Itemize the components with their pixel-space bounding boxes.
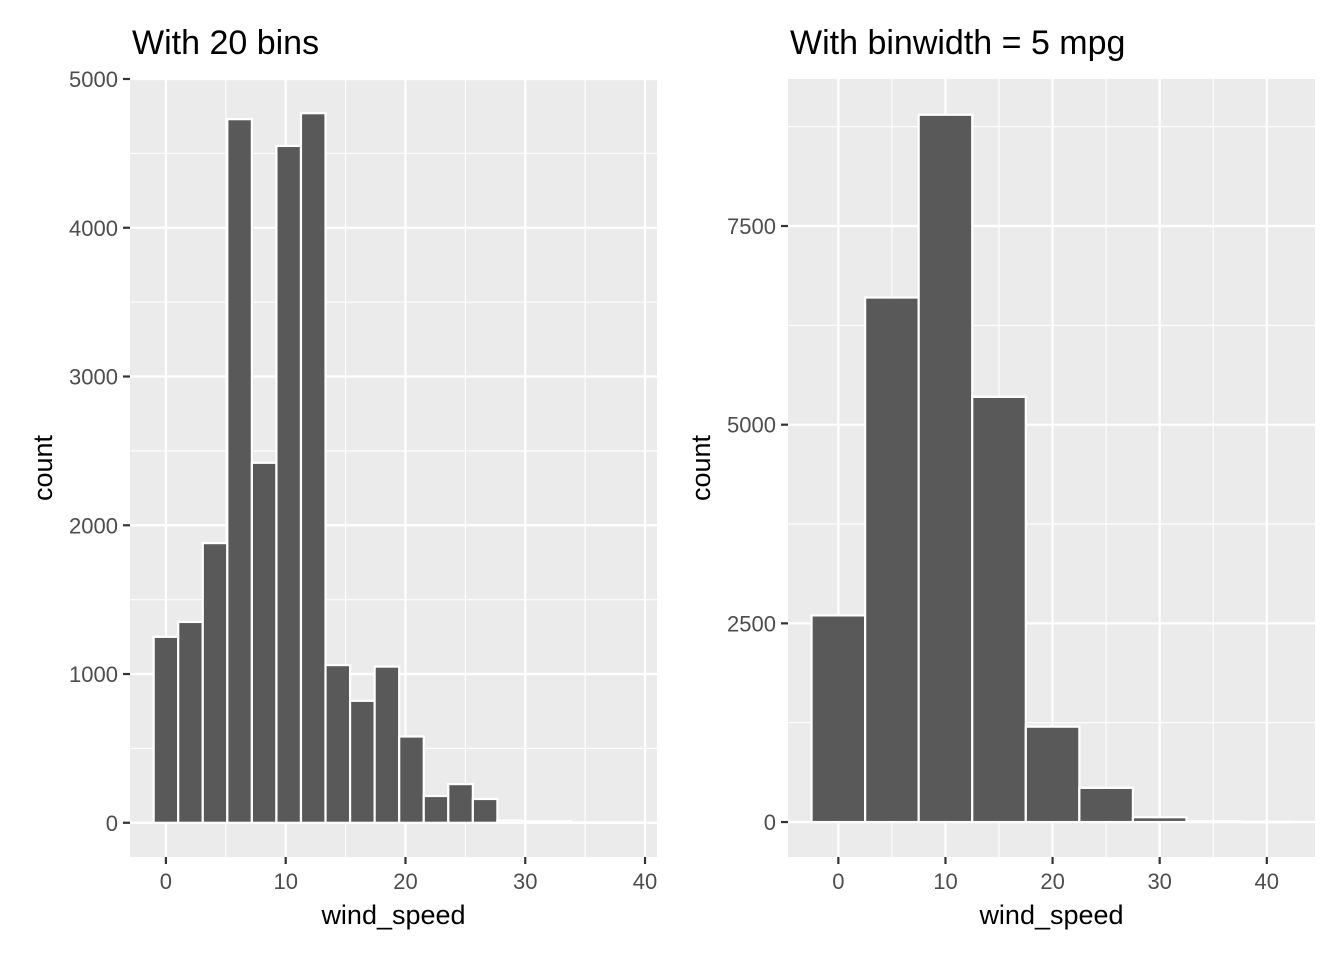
histogram-bar (864, 296, 920, 824)
x-tick-label: 40 (1255, 869, 1279, 894)
histogram-bar (971, 395, 1027, 824)
bars (152, 112, 646, 824)
y-axis-label: count (686, 434, 716, 501)
x-axis-label: wind_speed (978, 900, 1123, 930)
y-tick-label: 4000 (69, 216, 118, 241)
y-tick-label: 0 (106, 811, 118, 836)
x-axis-label: wind_speed (320, 900, 465, 930)
x-tick-label: 20 (393, 869, 417, 894)
histogram-20-bins: 0 10 20 30 40 0 1000 2000 3000 4000 5000 With 20 b… (28, 24, 657, 930)
chart-title: With binwidth = 5 mpg (790, 24, 1125, 62)
y-tick-label: 1000 (69, 662, 118, 687)
histogram-bar (250, 461, 278, 824)
histogram-bar (471, 797, 499, 824)
axis-ticks: 0 10 20 30 40 0 1000 2000 3000 4000 5000 (69, 67, 657, 894)
histogram-bar (594, 821, 622, 824)
histogram-bar (201, 542, 229, 824)
y-tick-label: 2000 (69, 513, 118, 538)
x-tick-label: 0 (832, 869, 844, 894)
bars (810, 113, 1295, 824)
histogram-bar (422, 794, 450, 824)
histogram-bar (810, 614, 867, 824)
y-tick-label: 5000 (727, 413, 776, 438)
histogram-bar (348, 699, 376, 824)
histogram-bar (569, 821, 597, 824)
histogram-bar (177, 620, 204, 824)
histogram-bar (1131, 816, 1188, 824)
histogram-bar (520, 820, 548, 824)
histogram-bar (152, 635, 180, 824)
x-tick-label: 10 (273, 869, 297, 894)
histogram-bar (299, 112, 327, 824)
histogram-bar (447, 783, 474, 824)
y-tick-label: 3000 (69, 365, 118, 390)
histogram-bar (917, 113, 974, 824)
y-axis-label: count (28, 434, 58, 501)
x-tick-label: 0 (160, 869, 172, 894)
histogram-bar (398, 735, 425, 824)
histogram-bar (1024, 725, 1081, 824)
x-tick-label: 40 (633, 869, 657, 894)
histogram-binwidth-5: 0 10 20 30 40 0 2500 5000 7500 With binwidth = 5… (686, 24, 1315, 930)
histogram-bar (226, 118, 253, 824)
histogram-bar (373, 665, 401, 824)
axis-ticks: 0 10 20 30 40 0 2500 5000 7500 (727, 214, 1279, 894)
y-tick-label: 5000 (69, 67, 118, 92)
histogram-bar (1238, 820, 1295, 824)
histogram-bar (1185, 820, 1242, 824)
y-tick-label: 7500 (727, 214, 776, 239)
histogram-bar (619, 821, 646, 824)
x-tick-label: 30 (1147, 869, 1171, 894)
x-tick-label: 10 (933, 869, 957, 894)
chart-title: With 20 bins (132, 24, 319, 62)
histogram-bar (545, 820, 573, 824)
histogram-bar (275, 144, 303, 824)
y-tick-label: 2500 (727, 611, 776, 636)
y-tick-label: 0 (764, 810, 776, 835)
x-tick-label: 30 (513, 869, 537, 894)
histogram-bar (496, 819, 524, 824)
histogram-bar (1078, 786, 1135, 824)
histogram-bar (324, 664, 352, 824)
x-tick-label: 20 (1040, 869, 1064, 894)
